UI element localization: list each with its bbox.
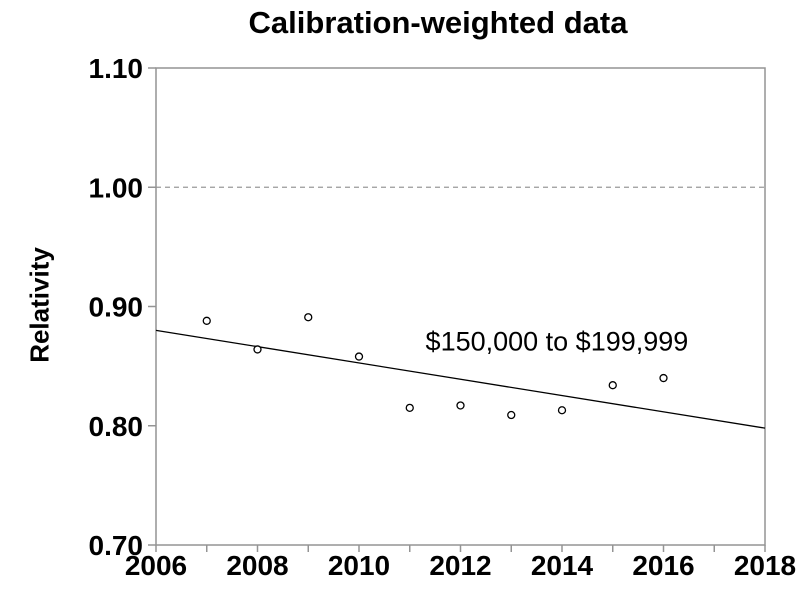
x-tick-label: 2016 <box>632 550 694 581</box>
scatter-point <box>253 345 262 354</box>
y-tick-label: 1.10 <box>89 53 144 84</box>
x-tick-label: 2010 <box>328 550 390 581</box>
series-annotation: $150,000 to $199,999 <box>425 326 689 357</box>
scatter-point <box>354 352 364 361</box>
scatter-point <box>456 401 465 410</box>
y-tick-label: 0.90 <box>89 292 144 323</box>
x-tick-label: 2014 <box>531 550 594 581</box>
x-tick-label: 2018 <box>734 550 796 581</box>
y-tick-label: 1.00 <box>89 172 144 203</box>
y-tick-label: 0.80 <box>89 411 144 442</box>
x-tick-label: 2012 <box>429 550 491 581</box>
plot-border <box>155 67 766 546</box>
scatter-point <box>659 373 668 383</box>
scatter-point <box>557 406 567 415</box>
y-tick-label: 0.70 <box>89 530 144 561</box>
scatter-point <box>202 316 211 325</box>
x-tick-label: 2008 <box>226 550 288 581</box>
scatter-point <box>405 403 414 413</box>
scatter-point <box>304 313 313 322</box>
x-tick-label: 2006 <box>125 550 187 581</box>
scatter-point <box>507 410 516 420</box>
chart-title: Calibration-weighted data <box>248 5 628 40</box>
scatter-point <box>608 381 617 390</box>
